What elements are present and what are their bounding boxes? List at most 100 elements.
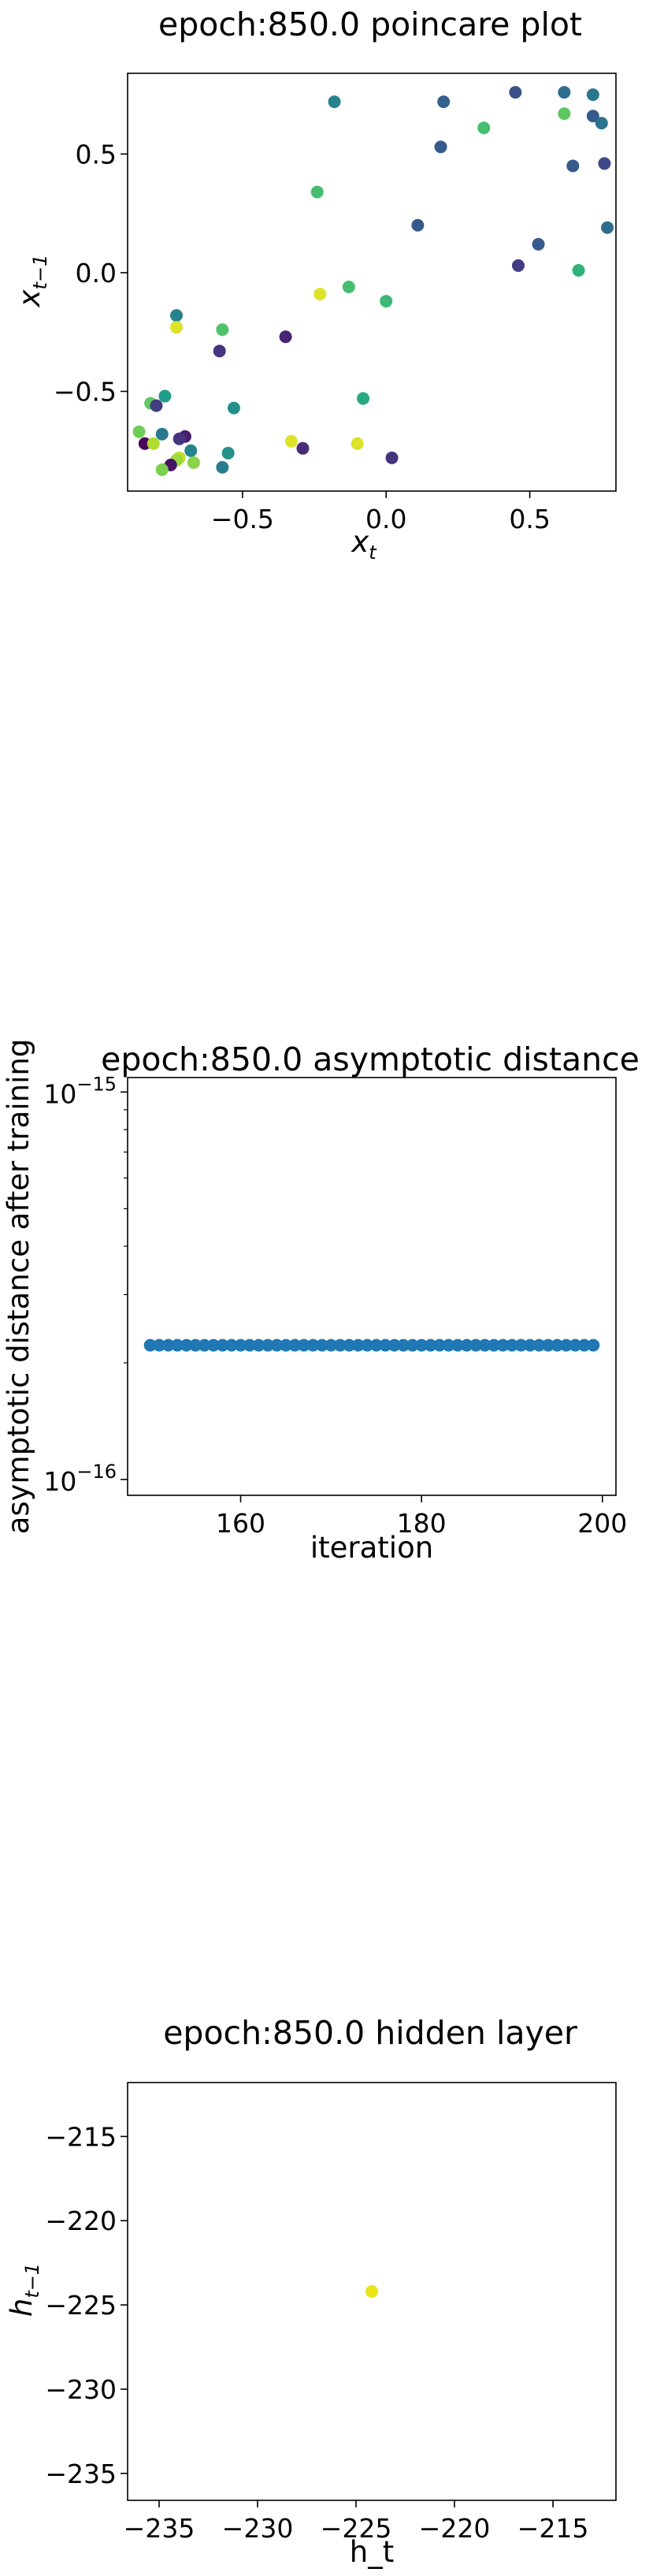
asymptotic-point-49 (587, 1338, 600, 1352)
hidden-layer-y-tick-label-1: −230 (45, 2374, 117, 2405)
asymptotic-frame (127, 1077, 617, 1496)
poincare-point-5 (477, 121, 491, 135)
asymptotic-point-44 (541, 1338, 555, 1352)
poincare-point-22 (170, 321, 183, 334)
hidden-layer-y-label-sub: t−1 (21, 2263, 43, 2299)
poincare-point-21 (170, 309, 183, 322)
asymptotic-point-25 (369, 1338, 383, 1352)
asymptotic-point-48 (577, 1338, 591, 1352)
poincare-point-35 (138, 437, 151, 450)
asymptotic-point-32 (433, 1338, 447, 1352)
poincare-point-29 (150, 399, 163, 412)
poincare-point-9 (434, 140, 447, 154)
asymptotic-point-37 (478, 1338, 492, 1352)
asymptotic-point-33 (442, 1338, 455, 1352)
poincare-frame (127, 73, 617, 492)
poincare-point-32 (155, 427, 169, 441)
asymptotic-point-45 (551, 1338, 564, 1352)
poincare-x-tick-label-1: 0.0 (365, 504, 406, 534)
asymptotic-point-13 (261, 1338, 274, 1352)
poincare-point-7 (586, 110, 599, 123)
poincare-x-tick-label-2: 0.5 (509, 504, 550, 534)
asymptotic-point-9 (225, 1338, 239, 1352)
asymptotic-point-8 (216, 1338, 229, 1352)
asymptotic-point-28 (397, 1338, 410, 1352)
asymptotic-point-15 (279, 1338, 292, 1352)
hidden-layer-y-ticks: −235 −230 −225 −220 −215 (45, 2121, 128, 2489)
asymptotic-point-16 (288, 1338, 302, 1352)
asymptotic-point-1 (153, 1338, 166, 1352)
asymptotic-chart: epoch:850.0 asymptotic distance 160 180 … (2, 1039, 640, 1565)
asymptotic-point-19 (315, 1338, 328, 1352)
asymptotic-point-12 (252, 1338, 265, 1352)
poincare-point-11 (598, 157, 611, 170)
poincare-x-tick-label-0: −0.5 (211, 504, 274, 534)
poincare-point-27 (357, 392, 370, 405)
poincare-point-15 (532, 237, 545, 251)
hidden-layer-y-tick-label-0: −235 (45, 2459, 117, 2489)
asymptotic-point-24 (361, 1338, 374, 1352)
asymptotic-point-6 (198, 1338, 211, 1352)
asymptotic-point-31 (424, 1338, 437, 1352)
hidden-layer-points (365, 2285, 378, 2298)
poincare-point-45 (187, 456, 200, 469)
asymptotic-title: epoch:850.0 asymptotic distance (101, 1040, 640, 1078)
poincare-y-label-sub: t−1 (29, 255, 51, 290)
asymptotic-point-10 (234, 1338, 247, 1352)
hidden-layer-x-ticks: −235 −230 −225 −220 −215 (124, 2500, 589, 2544)
poincare-point-38 (351, 437, 364, 450)
asymptotic-point-26 (379, 1338, 392, 1352)
poincare-point-1 (437, 95, 451, 109)
asymptotic-y-tick-base-0: 10 (43, 1466, 76, 1497)
asymptotic-x-tick-label-1: 180 (397, 1508, 447, 1539)
poincare-point-36 (147, 437, 160, 450)
poincare-y-axis-label: xt−1 (13, 255, 51, 308)
hidden-layer-x-tick-label-0: −235 (124, 2513, 195, 2544)
hidden-layer-y-tick-label-2: −225 (45, 2290, 117, 2321)
poincare-point-10 (566, 159, 580, 173)
asymptotic-y-ticks: 10−16 10−15 (43, 1073, 128, 1497)
hidden-layer-x-tick-label-3: −220 (419, 2513, 491, 2544)
poincare-x-ticks: −0.5 0.0 0.5 (211, 491, 551, 534)
hidden-layer-y-tick-label-4: −215 (45, 2121, 117, 2152)
poincare-point-13 (411, 218, 425, 232)
asymptotic-y-tick-label-1: 10−15 (43, 1073, 117, 1109)
asymptotic-point-39 (496, 1338, 510, 1352)
poincare-point-2 (509, 86, 522, 99)
hidden-layer-y-axis-label: ht−1 (5, 2263, 43, 2317)
asymptotic-point-43 (532, 1338, 546, 1352)
asymptotic-point-29 (406, 1338, 419, 1352)
asymptotic-point-42 (523, 1338, 536, 1352)
poincare-points (132, 86, 614, 476)
poincare-point-0 (328, 95, 341, 109)
asymptotic-y-minor-ticks (124, 1109, 128, 1364)
hidden-layer-x-tick-label-4: −215 (517, 2513, 589, 2544)
hidden-layer-x-tick-label-1: −230 (222, 2513, 294, 2544)
asymptotic-point-40 (505, 1338, 518, 1352)
asymptotic-point-7 (207, 1338, 221, 1352)
asymptotic-point-30 (415, 1338, 428, 1352)
asymptotic-y-tick-exp-0: −16 (76, 1461, 117, 1483)
poincare-y-tick-label-1: 0.0 (76, 258, 117, 288)
poincare-point-37 (284, 434, 298, 448)
poincare-point-6 (558, 107, 571, 121)
poincare-point-24 (279, 330, 292, 344)
asymptotic-points (143, 1338, 600, 1352)
hidden-layer-x-axis-label: h_t (350, 2535, 394, 2569)
asymptotic-x-axis-label: iteration (310, 1531, 433, 1565)
poincare-point-34 (172, 432, 186, 445)
asymptotic-y-tick-base-1: 10 (43, 1078, 76, 1109)
asymptotic-point-18 (306, 1338, 320, 1352)
hidden-layer-title: epoch:850.0 hidden layer (163, 2014, 577, 2052)
poincare-x-label-base: x (351, 525, 369, 559)
poincare-point-3 (558, 86, 571, 99)
asymptotic-point-36 (469, 1338, 483, 1352)
poincare-point-30 (227, 401, 240, 415)
asymptotic-point-20 (325, 1338, 338, 1352)
poincare-point-20 (380, 295, 393, 308)
poincare-title: epoch:850.0 poincare plot (158, 6, 582, 43)
poincare-point-17 (572, 263, 585, 277)
poincare-y-tick-label-0: −0.5 (54, 377, 117, 408)
asymptotic-point-34 (451, 1338, 465, 1352)
asymptotic-x-tick-label-2: 200 (577, 1508, 627, 1539)
